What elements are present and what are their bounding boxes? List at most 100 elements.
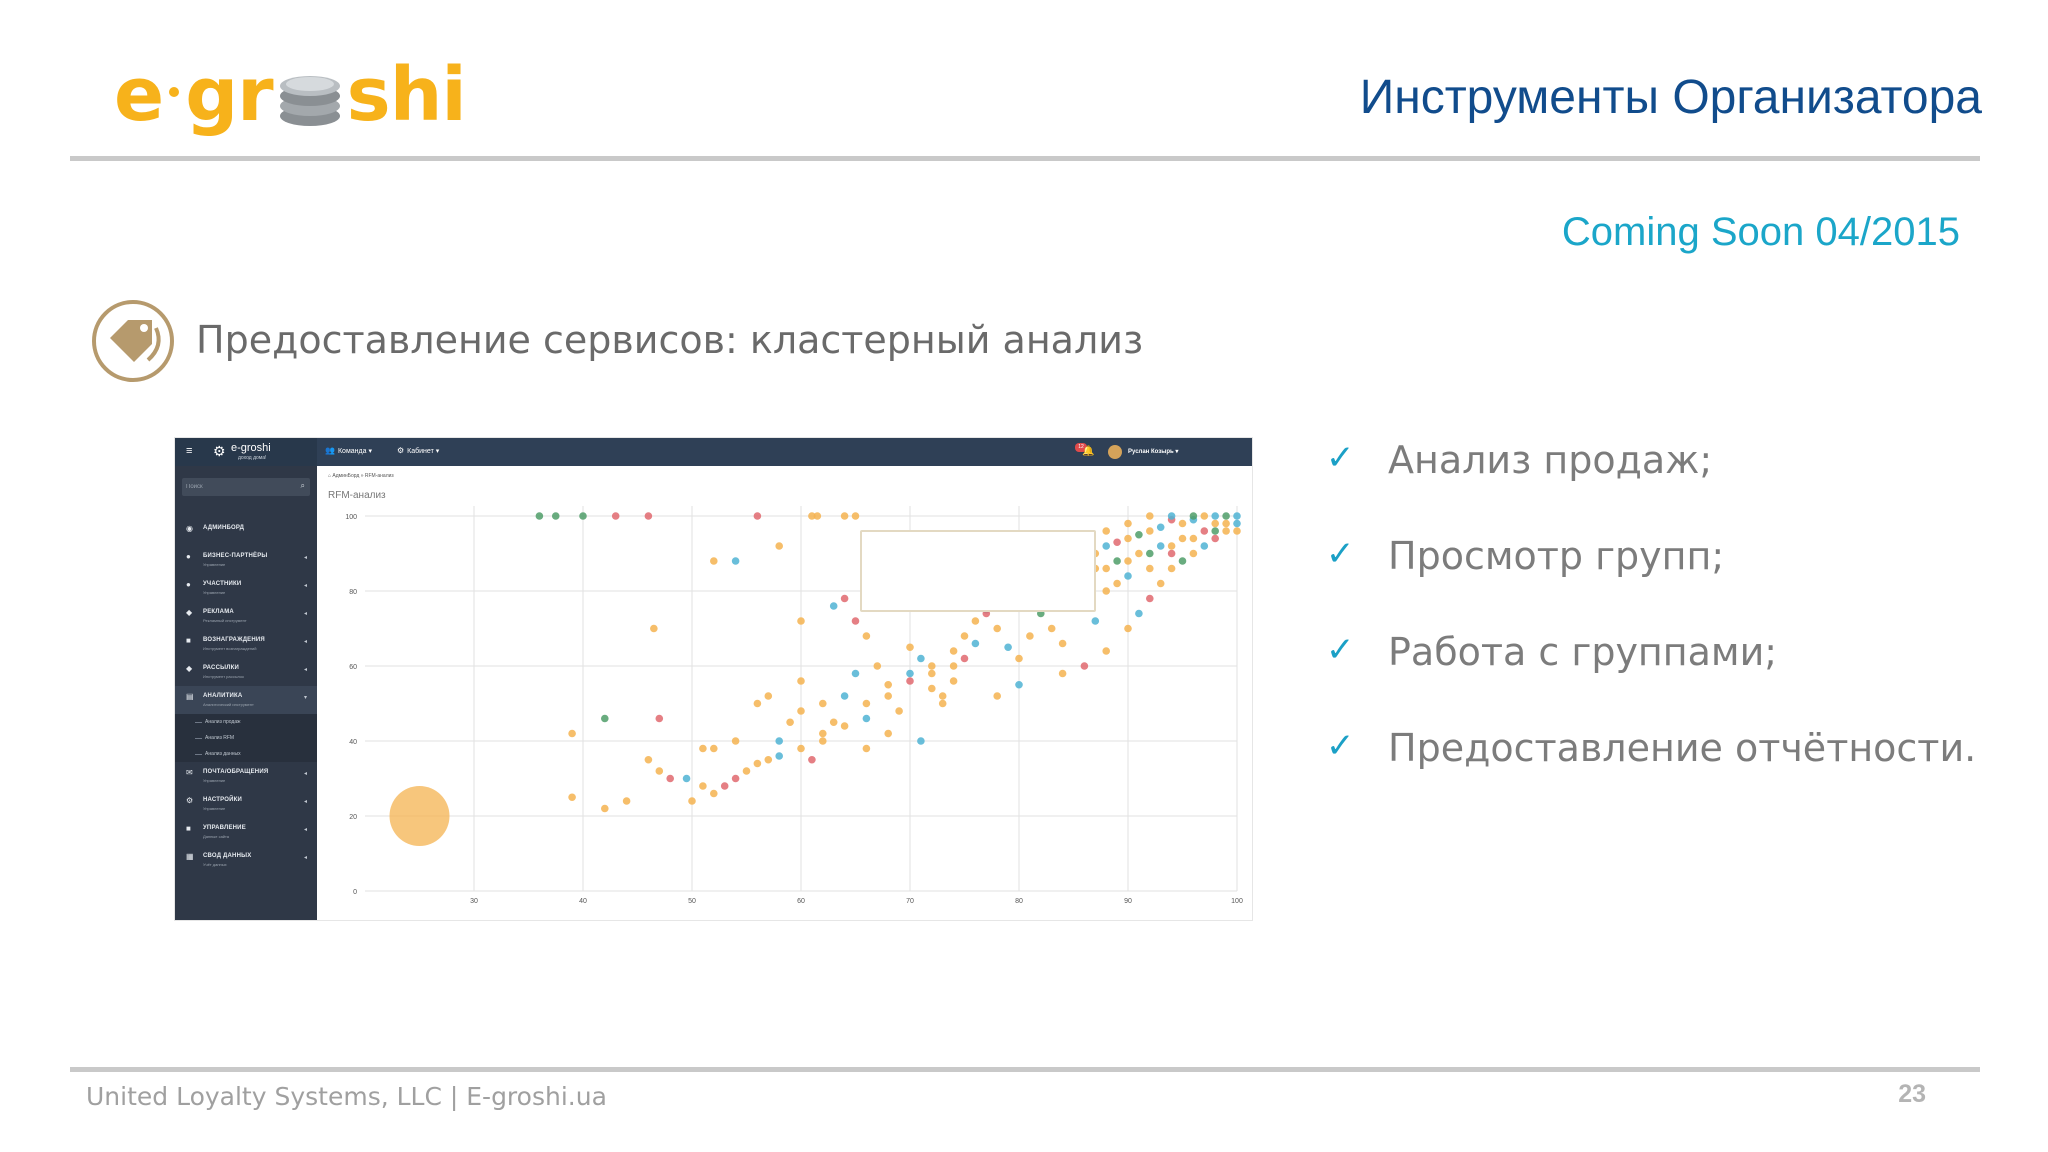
price-tag-icon — [92, 300, 174, 382]
search-input[interactable] — [186, 481, 286, 493]
data-point — [1102, 542, 1110, 550]
y-tick-label: 80 — [349, 589, 357, 596]
data-point — [928, 669, 936, 678]
search-icon[interactable]: ⌕ — [300, 481, 305, 490]
data-point — [971, 617, 980, 625]
sidebar-item-settings[interactable]: ⚙ НАСТРОЙКИ Управление ◂ — [175, 790, 317, 818]
data-point — [1091, 617, 1100, 625]
data-point — [1113, 579, 1121, 588]
sidebar-item-management[interactable]: ■ УПРАВЛЕНИЕ Данные сайта ◂ — [175, 818, 317, 846]
data-point — [1135, 549, 1143, 558]
chevron-left-icon: ◂ — [303, 771, 307, 777]
app-topbar: ≡ ⚙ e-groshi доход дома! 👥 Команда ▾ ⚙ Каб… — [175, 438, 1252, 466]
sidebar-item-rewards[interactable]: ■ ВОЗНАГРАЖДЕНИЯ Инструмент вознаграждений… — [175, 630, 317, 658]
data-point — [993, 692, 1001, 700]
sidebar-item-advertising[interactable]: ◆ РЕКЛАМА Рекламный инструмент ◂ — [175, 602, 317, 630]
submenu-rfm-analysis[interactable]: Анализ RFM — [175, 730, 317, 746]
data-point — [775, 737, 783, 745]
x-tick-label: 70 — [906, 898, 914, 905]
chevron-left-icon: ◂ — [303, 555, 307, 561]
sidebar-item-data-summary[interactable]: ▦ СВОД ДАННЫХ Учёт данных ◂ — [175, 846, 317, 874]
sidebar-menu: ◉ АДМИНБОРД ● БИЗНЕС-ПАРТНЁРЫ Управление ◂ ●… — [175, 518, 317, 874]
data-point — [786, 718, 794, 727]
list-item-text: Предоставление отчётности. — [1388, 726, 1977, 770]
data-point — [797, 677, 805, 685]
nav-cabinet[interactable]: ⚙ Кабинет ▾ — [397, 446, 440, 455]
data-point — [1102, 527, 1110, 535]
chevron-left-icon: ◂ — [303, 611, 307, 617]
list-item-text: Просмотр групп; — [1388, 534, 1725, 578]
data-point — [797, 744, 805, 753]
data-point — [1167, 512, 1176, 520]
nav-cabinet-label: Кабинет — [407, 448, 434, 455]
sidebar-item-sub: Инструмент вознаграждений — [203, 646, 257, 651]
data-point — [938, 692, 947, 700]
data-point — [884, 680, 892, 689]
rfm-scatter-chart: 0 20 40 60 80 100 30 40 50 60 70 80 90 100 — [345, 506, 1243, 905]
x-tick-label: 100 — [1231, 898, 1243, 905]
sidebar-item-sub: Рекламный инструмент — [203, 618, 247, 623]
data-point — [851, 512, 860, 520]
y-tick-label: 40 — [349, 739, 357, 746]
chevron-left-icon: ◂ — [303, 799, 307, 805]
data-point — [1211, 527, 1219, 535]
data-point — [862, 714, 871, 723]
data-point — [720, 782, 729, 790]
large-bubble — [389, 786, 450, 846]
user-menu[interactable]: Руслан Козырь ▾ — [1128, 449, 1179, 455]
data-point — [1156, 523, 1165, 532]
avatar[interactable] — [1108, 445, 1122, 459]
page-number: 23 — [1898, 1080, 1926, 1108]
data-point — [1124, 624, 1132, 633]
x-tick-label: 50 — [688, 898, 696, 905]
sidebar-item-mail[interactable]: ✉ ПОЧТА/ОБРАЩЕНИЯ Управление ◂ — [175, 762, 317, 790]
app-brand-sub: доход дома! — [238, 455, 267, 461]
data-point — [873, 662, 882, 670]
breadcrumb-text[interactable]: АдминБорд » RFM-анализ — [332, 473, 394, 479]
data-point — [1015, 680, 1023, 689]
data-point — [1200, 527, 1209, 535]
sidebar-item-adminboard[interactable]: ◉ АДМИНБОРД — [175, 518, 317, 546]
data-point — [949, 662, 958, 670]
y-tick-label: 0 — [353, 889, 357, 896]
submenu-label: Анализ данных — [205, 751, 241, 757]
data-point — [710, 744, 718, 753]
data-point — [1124, 572, 1132, 580]
breadcrumb: ⌂ АдминБорд » RFM-анализ — [328, 473, 394, 479]
data-point — [535, 512, 544, 520]
data-point — [1080, 662, 1089, 670]
page-title: RFM-анализ — [328, 490, 386, 501]
menu-toggle-icon[interactable]: ≡ — [186, 445, 193, 457]
sidebar-item-participants[interactable]: ● УЧАСТНИКИ Управление ◂ — [175, 574, 317, 602]
data-point — [819, 737, 827, 745]
data-point — [1058, 639, 1067, 648]
data-point — [710, 789, 718, 798]
sidebar-item-mailings[interactable]: ◆ РАССЫЛКИ Инструмент рассылок ◂ — [175, 658, 317, 686]
chart-icon: ▤ — [186, 692, 194, 701]
bell-icon[interactable]: 🔔 — [1082, 446, 1095, 457]
sidebar-item-partners[interactable]: ● БИЗНЕС-ПАРТНЁРЫ Управление ◂ — [175, 546, 317, 574]
data-point — [1058, 669, 1067, 678]
sidebar-item-label: УПРАВЛЕНИЕ — [203, 825, 246, 831]
chevron-left-icon: ◂ — [303, 855, 307, 861]
data-point — [829, 718, 838, 727]
chevron-left-icon: ◂ — [303, 827, 307, 833]
data-point — [568, 793, 576, 802]
data-point — [1178, 534, 1187, 543]
sidebar-item-sub: Управление — [203, 562, 226, 567]
data-point — [1102, 647, 1110, 655]
chevron-left-icon: ◂ — [303, 667, 307, 673]
sidebar-item-label: СВОД ДАННЫХ — [203, 853, 252, 859]
data-point — [699, 744, 707, 753]
submenu-sales-analysis[interactable]: Анализ продаж — [175, 714, 317, 730]
sidebar-item-label: РАССЫЛКИ — [203, 665, 239, 671]
sidebar-item-label: ПОЧТА/ОБРАЩЕНИЯ — [203, 769, 269, 775]
submenu-data-analysis[interactable]: Анализ данных — [175, 746, 317, 762]
logo-text: e gr — [114, 52, 274, 138]
data-point — [568, 729, 576, 738]
data-point — [1047, 624, 1056, 633]
data-point — [1167, 564, 1176, 573]
sidebar-item-analytics[interactable]: ▤ АНАЛИТИКА Аналитический инструмент ▾ — [175, 686, 317, 714]
nav-team[interactable]: 👥 Команда ▾ — [325, 446, 372, 455]
data-point — [1102, 587, 1110, 595]
